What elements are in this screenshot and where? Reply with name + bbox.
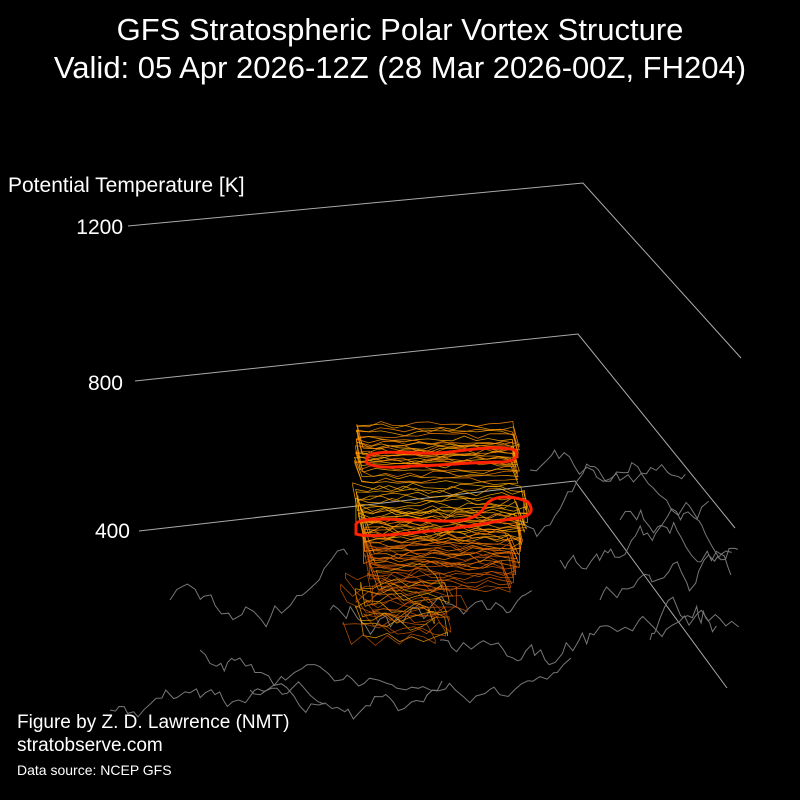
upper-contour-2 <box>355 427 520 453</box>
lower-vortex-edge <box>354 495 533 538</box>
coastline-segment-3 <box>249 657 572 704</box>
z-tick-1200: 1200 <box>76 216 123 239</box>
tail-contour-10 <box>372 606 452 635</box>
tail-contour-8 <box>365 596 450 622</box>
lower-contour-21 <box>364 548 514 582</box>
coastline-segment-7 <box>559 508 732 570</box>
coastline-segment-2 <box>199 649 443 720</box>
site-credit[interactable]: stratobserve.com <box>17 735 163 756</box>
tail-contour-1 <box>366 567 445 599</box>
tail-contour-13 <box>342 619 436 646</box>
tail-contour-12 <box>360 610 448 643</box>
lower-contour-5 <box>355 497 525 530</box>
tail-contour-3 <box>360 578 450 607</box>
upper-contour-11 <box>354 453 519 480</box>
chart-subtitle: Valid: 05 Apr 2026-12Z (28 Mar 2026-00Z,… <box>53 50 747 85</box>
z-tick-400: 400 <box>94 520 130 543</box>
z-axis-label: Potential Temperature [K] <box>8 174 245 197</box>
upper-vortex-edge <box>364 446 519 469</box>
tail-contour-4 <box>371 578 457 608</box>
lower-contour-16 <box>362 532 521 565</box>
upper-contour-13 <box>354 460 519 486</box>
coastline-segment-10 <box>619 508 732 576</box>
data-source: Data source: NCEP GFS <box>17 762 172 778</box>
z-grid-line-0 <box>127 182 742 359</box>
z-tick-800: 800 <box>87 372 123 395</box>
tail-contour-11 <box>363 607 446 637</box>
tail-contour-6 <box>355 588 447 619</box>
coastline-segment-8 <box>599 547 739 601</box>
chart-title: GFS Stratospheric Polar Vortex Structure <box>116 12 684 47</box>
vortex-edge-contours <box>354 446 533 538</box>
lower-contour-3 <box>357 491 528 524</box>
upper-contour-12 <box>354 457 519 484</box>
z-grid-line-2 <box>138 480 728 689</box>
upper-contour-9 <box>355 447 520 475</box>
coastline-segment-11 <box>649 596 717 641</box>
lower-contour-23 <box>367 556 513 588</box>
vortex-contours <box>340 421 530 646</box>
lower-contour-6 <box>359 500 527 534</box>
coastline-segment-6 <box>519 461 710 538</box>
lower-contour-17 <box>364 536 520 569</box>
upper-contour-10 <box>355 450 518 478</box>
z-grid-lines <box>127 182 742 689</box>
upper-contour-6 <box>356 438 516 466</box>
lower-contour-20 <box>365 545 516 579</box>
coastline-segment-1 <box>169 548 348 628</box>
lower-contour-24 <box>368 559 512 591</box>
tail-contour-5 <box>340 583 468 616</box>
z-grid-line-1 <box>134 333 736 529</box>
lower-contour-10 <box>361 513 523 545</box>
author-credit: Figure by Z. D. Lawrence (NMT) <box>17 712 290 733</box>
lower-contour-14 <box>364 526 519 559</box>
coastline-segment-9 <box>529 449 686 483</box>
coastline-map <box>109 449 740 720</box>
tail-contour-7 <box>355 591 439 624</box>
coastline-segment-4 <box>329 590 532 636</box>
coastline-segment-0 <box>109 681 325 718</box>
coastline-segment-5 <box>439 609 740 666</box>
